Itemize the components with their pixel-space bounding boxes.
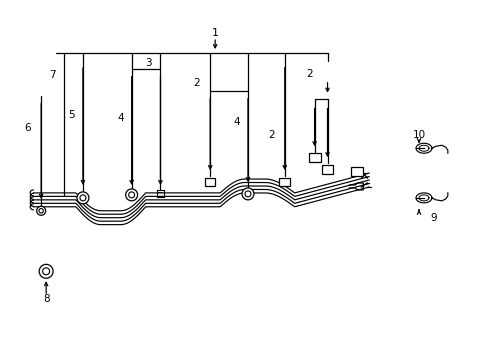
- FancyBboxPatch shape: [205, 177, 215, 186]
- Text: 4: 4: [233, 117, 240, 127]
- Circle shape: [42, 268, 49, 275]
- Circle shape: [77, 192, 89, 204]
- FancyBboxPatch shape: [279, 177, 290, 186]
- Circle shape: [244, 191, 250, 197]
- Circle shape: [80, 195, 86, 201]
- FancyBboxPatch shape: [321, 165, 333, 174]
- Text: 10: 10: [411, 130, 425, 140]
- Circle shape: [39, 264, 53, 278]
- Text: 9: 9: [430, 213, 436, 223]
- Text: 1: 1: [211, 28, 218, 38]
- Text: 3: 3: [145, 58, 152, 68]
- Text: 2: 2: [193, 78, 199, 88]
- Circle shape: [242, 188, 253, 200]
- Text: 2: 2: [268, 130, 275, 140]
- Circle shape: [125, 189, 137, 201]
- Text: 8: 8: [43, 294, 49, 304]
- Circle shape: [128, 192, 134, 198]
- FancyBboxPatch shape: [308, 153, 320, 162]
- Circle shape: [39, 208, 43, 213]
- Text: 2: 2: [305, 69, 312, 79]
- Text: 4: 4: [117, 113, 124, 123]
- FancyBboxPatch shape: [351, 167, 363, 176]
- Text: 5: 5: [68, 109, 75, 120]
- Text: 7: 7: [49, 70, 56, 80]
- Circle shape: [37, 206, 45, 215]
- Text: 6: 6: [24, 123, 31, 134]
